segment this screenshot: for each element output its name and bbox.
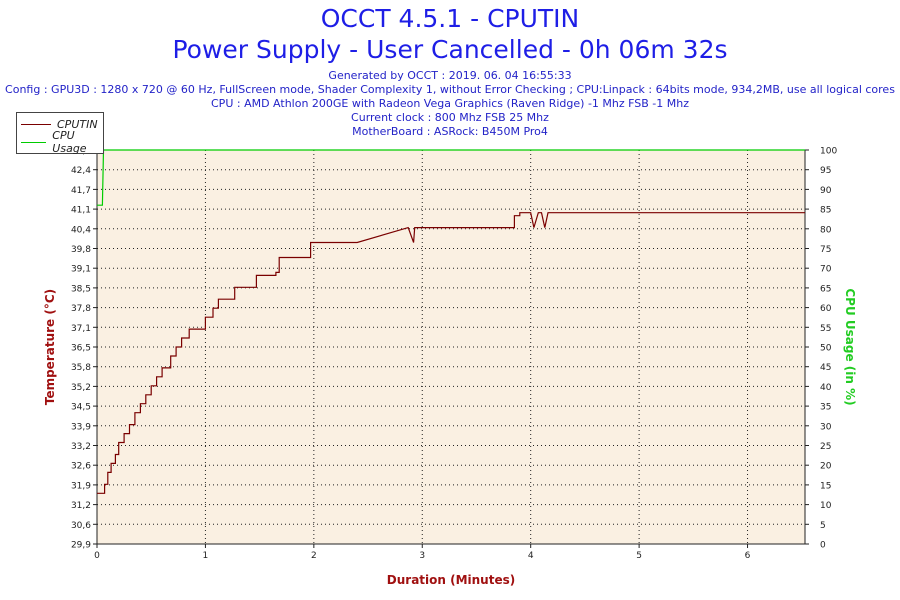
y-left-tick-label: 42,4 <box>71 166 91 176</box>
y-right-tick-label: 60 <box>820 304 832 314</box>
y-left-tick-label: 34,5 <box>71 403 91 413</box>
y-left-tick-label: 31,9 <box>71 481 91 491</box>
info-config: Config : GPU3D : 1280 x 720 @ 60 Hz, Ful… <box>5 83 895 96</box>
y-left-tick-label: 33,9 <box>71 422 91 432</box>
legend-item-cputin: CPUTIN <box>21 117 98 131</box>
y-left-tick-label: 36,5 <box>71 344 91 354</box>
x-tick-label: 0 <box>94 551 100 561</box>
y-left-tick-label: 39,1 <box>71 265 91 275</box>
y-left-tick-label: 35,2 <box>71 383 91 393</box>
y-left-tick-label: 32,6 <box>71 462 91 472</box>
chart-subtitle: Power Supply - User Cancelled - 0h 06m 3… <box>172 35 728 64</box>
info-generated: Generated by OCCT : 2019. 06. 04 16:55:3… <box>328 69 572 82</box>
legend-swatch-cpu-usage <box>21 141 47 143</box>
y-left-tick-label: 37,8 <box>71 304 91 314</box>
y-right-tick-label: 40 <box>820 383 832 393</box>
x-tick-label: 1 <box>203 551 209 561</box>
y-right-tick-label: 45 <box>820 363 831 373</box>
y-right-tick-label: 10 <box>820 501 832 511</box>
legend-label-cpu-usage: CPU Usage <box>52 129 87 155</box>
y-right-tick-label: 55 <box>820 324 831 334</box>
y-right-axis-label: CPU Usage (in %) <box>843 288 857 405</box>
x-tick-label: 6 <box>745 551 751 561</box>
y-left-tick-label: 37,1 <box>71 324 91 334</box>
y-left-tick-label: 40,4 <box>71 225 91 235</box>
chart-title: OCCT 4.5.1 - CPUTIN <box>320 4 580 33</box>
plot-area <box>97 150 805 544</box>
y-right-tick-label: 15 <box>820 481 831 491</box>
y-right-tick-label: 20 <box>820 462 832 472</box>
y-right-tick-label: 75 <box>820 245 831 255</box>
series-line-cpu-usage <box>97 149 805 206</box>
legend: CPUTIN CPU Usage <box>16 112 104 155</box>
legend-label-cputin: CPUTIN <box>57 117 98 131</box>
legend-swatch-cputin <box>21 123 51 125</box>
y-right-tick-label: 5 <box>820 521 826 531</box>
y-right-tick-label: 30 <box>820 422 832 432</box>
legend-item-cpu-usage: CPU Usage <box>21 129 103 155</box>
y-left-tick-label: 31,2 <box>71 501 91 511</box>
info-clock: Current clock : 800 Mhz FSB 25 Mhz <box>351 111 549 124</box>
y-right-tick-label: 65 <box>820 284 831 294</box>
y-right-tick-label: 90 <box>820 186 832 196</box>
y-right-tick-label: 25 <box>820 442 831 452</box>
y-left-tick-label: 41,1 <box>71 206 91 216</box>
info-cpu: CPU : AMD Athlon 200GE with Radeon Vega … <box>211 97 689 110</box>
y-left-tick-label: 35,8 <box>71 363 91 373</box>
y-right-tick-label: 70 <box>820 265 832 275</box>
y-left-tick-label: 29,9 <box>71 541 91 551</box>
x-tick-label: 4 <box>528 551 534 561</box>
y-left-tick-label: 38,5 <box>71 284 91 294</box>
y-left-tick-label: 30,6 <box>71 521 91 531</box>
y-left-tick-label: 33,2 <box>71 442 91 452</box>
info-motherboard: MotherBoard : ASRock: B450M Pro4 <box>352 125 548 138</box>
x-tick-label: 5 <box>636 551 642 561</box>
y-right-tick-label: 85 <box>820 206 831 216</box>
y-right-tick-label: 0 <box>820 541 826 551</box>
y-left-tick-label: 39,8 <box>71 245 91 255</box>
x-tick-label: 2 <box>311 551 317 561</box>
y-left-tick-label: 41,7 <box>71 186 91 196</box>
y-right-tick-label: 95 <box>820 166 831 176</box>
y-right-tick-label: 80 <box>820 225 832 235</box>
y-right-tick-label: 50 <box>820 344 832 354</box>
y-right-tick-label: 100 <box>820 147 837 157</box>
series-line-cputin <box>97 212 805 494</box>
x-tick-label: 3 <box>419 551 425 561</box>
y-right-tick-label: 35 <box>820 403 831 413</box>
y-left-axis-label: Temperature (°C) <box>43 289 57 405</box>
x-axis-label: Duration (Minutes) <box>387 573 515 587</box>
